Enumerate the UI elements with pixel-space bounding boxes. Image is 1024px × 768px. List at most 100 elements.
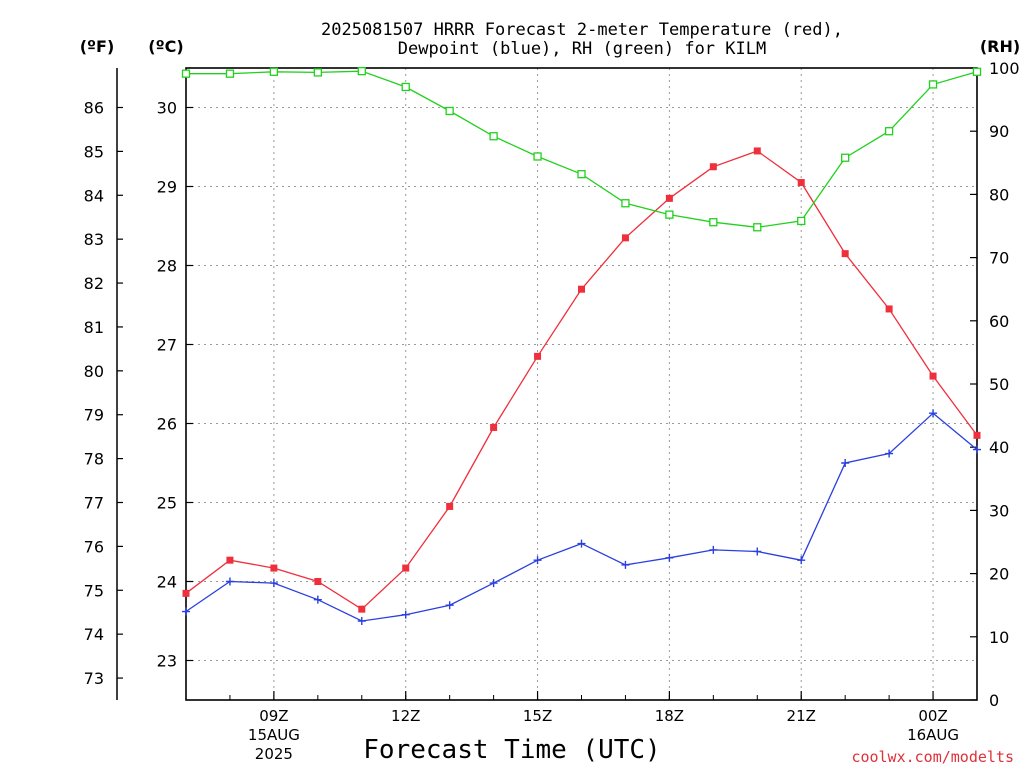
rh-point — [269, 67, 279, 76]
dewpoint-point — [577, 539, 586, 548]
temperature-point — [973, 431, 981, 439]
rh-line — [186, 70, 978, 228]
fahrenheit-tick-label: 77 — [84, 494, 104, 513]
rh-point — [313, 68, 322, 77]
dewpoint-line — [185, 412, 978, 622]
fahrenheit-tick-label: 76 — [84, 537, 104, 556]
x-tick-label: 12Z — [391, 707, 420, 725]
dewpoint-point — [533, 556, 542, 565]
rh-point — [797, 216, 806, 226]
rh-point — [972, 67, 982, 76]
rh-tick-label: 0 — [989, 691, 999, 710]
fahrenheit-tick-label: 73 — [84, 669, 104, 688]
x-tick-date-label: 15AUG — [248, 726, 300, 744]
celsius-axis-unit: (ºC) — [148, 37, 183, 56]
rh-point — [533, 152, 542, 161]
chart-title-line2: Dewpoint (blue), RH (green) for KILM — [398, 39, 766, 59]
temperature-point — [226, 556, 234, 564]
rh-point — [709, 218, 718, 227]
x-tick-date-label: 16AUG — [907, 726, 959, 744]
temperature-point — [446, 502, 454, 510]
rh-point — [884, 127, 894, 136]
dewpoint-point — [489, 579, 498, 588]
rh-point — [841, 153, 850, 162]
temperature-point — [534, 352, 542, 360]
rh-tick-label: 60 — [989, 312, 1009, 331]
temperature-point — [709, 163, 717, 171]
fahrenheit-tick-label: 86 — [84, 99, 104, 118]
rh-point — [928, 80, 938, 89]
dewpoint-point — [357, 617, 366, 625]
rh-axis-unit: (RH) — [980, 37, 1020, 56]
rh-point — [665, 210, 674, 219]
x-tick-label: 15Z — [523, 707, 552, 725]
rh-point — [181, 69, 191, 78]
rh-point — [357, 67, 366, 76]
temperature-point — [929, 372, 937, 380]
x-tick-label: 21Z — [787, 707, 816, 725]
rh-tick-label: 90 — [989, 122, 1009, 141]
temperature-point — [753, 147, 761, 155]
rh-tick-label: 100 — [989, 59, 1020, 78]
dewpoint-point — [182, 607, 190, 616]
fahrenheit-axis-unit: (ºF) — [80, 37, 115, 56]
markers — [181, 67, 982, 625]
celsius-tick-label: 23 — [157, 652, 177, 671]
dewpoint-point — [225, 577, 234, 586]
dewpoint-point — [621, 560, 630, 569]
rh-point — [753, 223, 762, 232]
celsius-tick-label: 30 — [157, 99, 177, 118]
fahrenheit-tick-label: 82 — [84, 274, 104, 293]
fahrenheit-tick-label: 79 — [84, 406, 104, 425]
dewpoint-point — [753, 547, 762, 556]
temperature-point — [314, 578, 322, 585]
celsius-tick-label: 27 — [157, 336, 177, 355]
dewpoint-point — [445, 601, 454, 610]
chart-title-line1: 2025081507 HRRR Forecast 2-meter Tempera… — [321, 20, 843, 40]
rh-point — [621, 199, 630, 208]
dewpoint-point — [841, 459, 850, 467]
fahrenheit-tick-label: 83 — [84, 230, 104, 249]
rh-point — [489, 132, 498, 141]
fahrenheit-tick-label: 81 — [84, 318, 104, 337]
rh-tick-label: 70 — [989, 249, 1009, 268]
temperature-point — [490, 423, 498, 431]
x-tick-label: 18Z — [655, 707, 684, 725]
axes: 73 74 75 76 77 78 79 80 81 82 83 84 85 86 23 24 25 26 27 28… — [84, 59, 1020, 763]
rh-tick-label: 10 — [989, 628, 1009, 647]
celsius-tick-label: 28 — [157, 257, 177, 276]
plot-frame — [185, 67, 978, 701]
fahrenheit-tick-label: 78 — [84, 450, 104, 469]
rh-tick-label: 30 — [989, 501, 1009, 520]
rh-tick-label: 50 — [989, 375, 1009, 394]
temperature-point — [402, 564, 410, 572]
x-tick-year-label: 2025 — [255, 745, 293, 763]
dewpoint-point — [973, 445, 981, 454]
celsius-tick-label: 24 — [157, 573, 177, 592]
dewpoint-point — [709, 545, 718, 554]
x-axis-label: Forecast Time (UTC) — [363, 735, 660, 765]
dewpoint-point — [313, 595, 322, 604]
fahrenheit-tick-label: 80 — [84, 362, 104, 381]
dewpoint-point — [885, 449, 894, 458]
dewpoint-point — [665, 553, 674, 562]
rh-point — [445, 106, 454, 116]
dewpoint-point — [401, 610, 410, 619]
celsius-tick-label: 25 — [157, 494, 177, 513]
dewpoint-point — [269, 579, 278, 588]
fahrenheit-tick-label: 85 — [84, 142, 104, 161]
fahrenheit-tick-label: 74 — [84, 625, 104, 644]
rh-point — [225, 69, 235, 78]
x-tick-label: 00Z — [918, 707, 947, 725]
temperature-point — [270, 564, 278, 572]
fahrenheit-tick-label: 84 — [84, 186, 104, 205]
temperature-point — [841, 250, 849, 258]
dewpoint-point — [797, 556, 806, 565]
celsius-tick-label: 29 — [157, 178, 177, 197]
temperature-point — [182, 589, 190, 597]
rh-point — [401, 82, 410, 92]
temperature-point — [797, 179, 805, 187]
credit-text: coolwx.com/modelts — [851, 748, 1014, 766]
series — [185, 70, 978, 622]
